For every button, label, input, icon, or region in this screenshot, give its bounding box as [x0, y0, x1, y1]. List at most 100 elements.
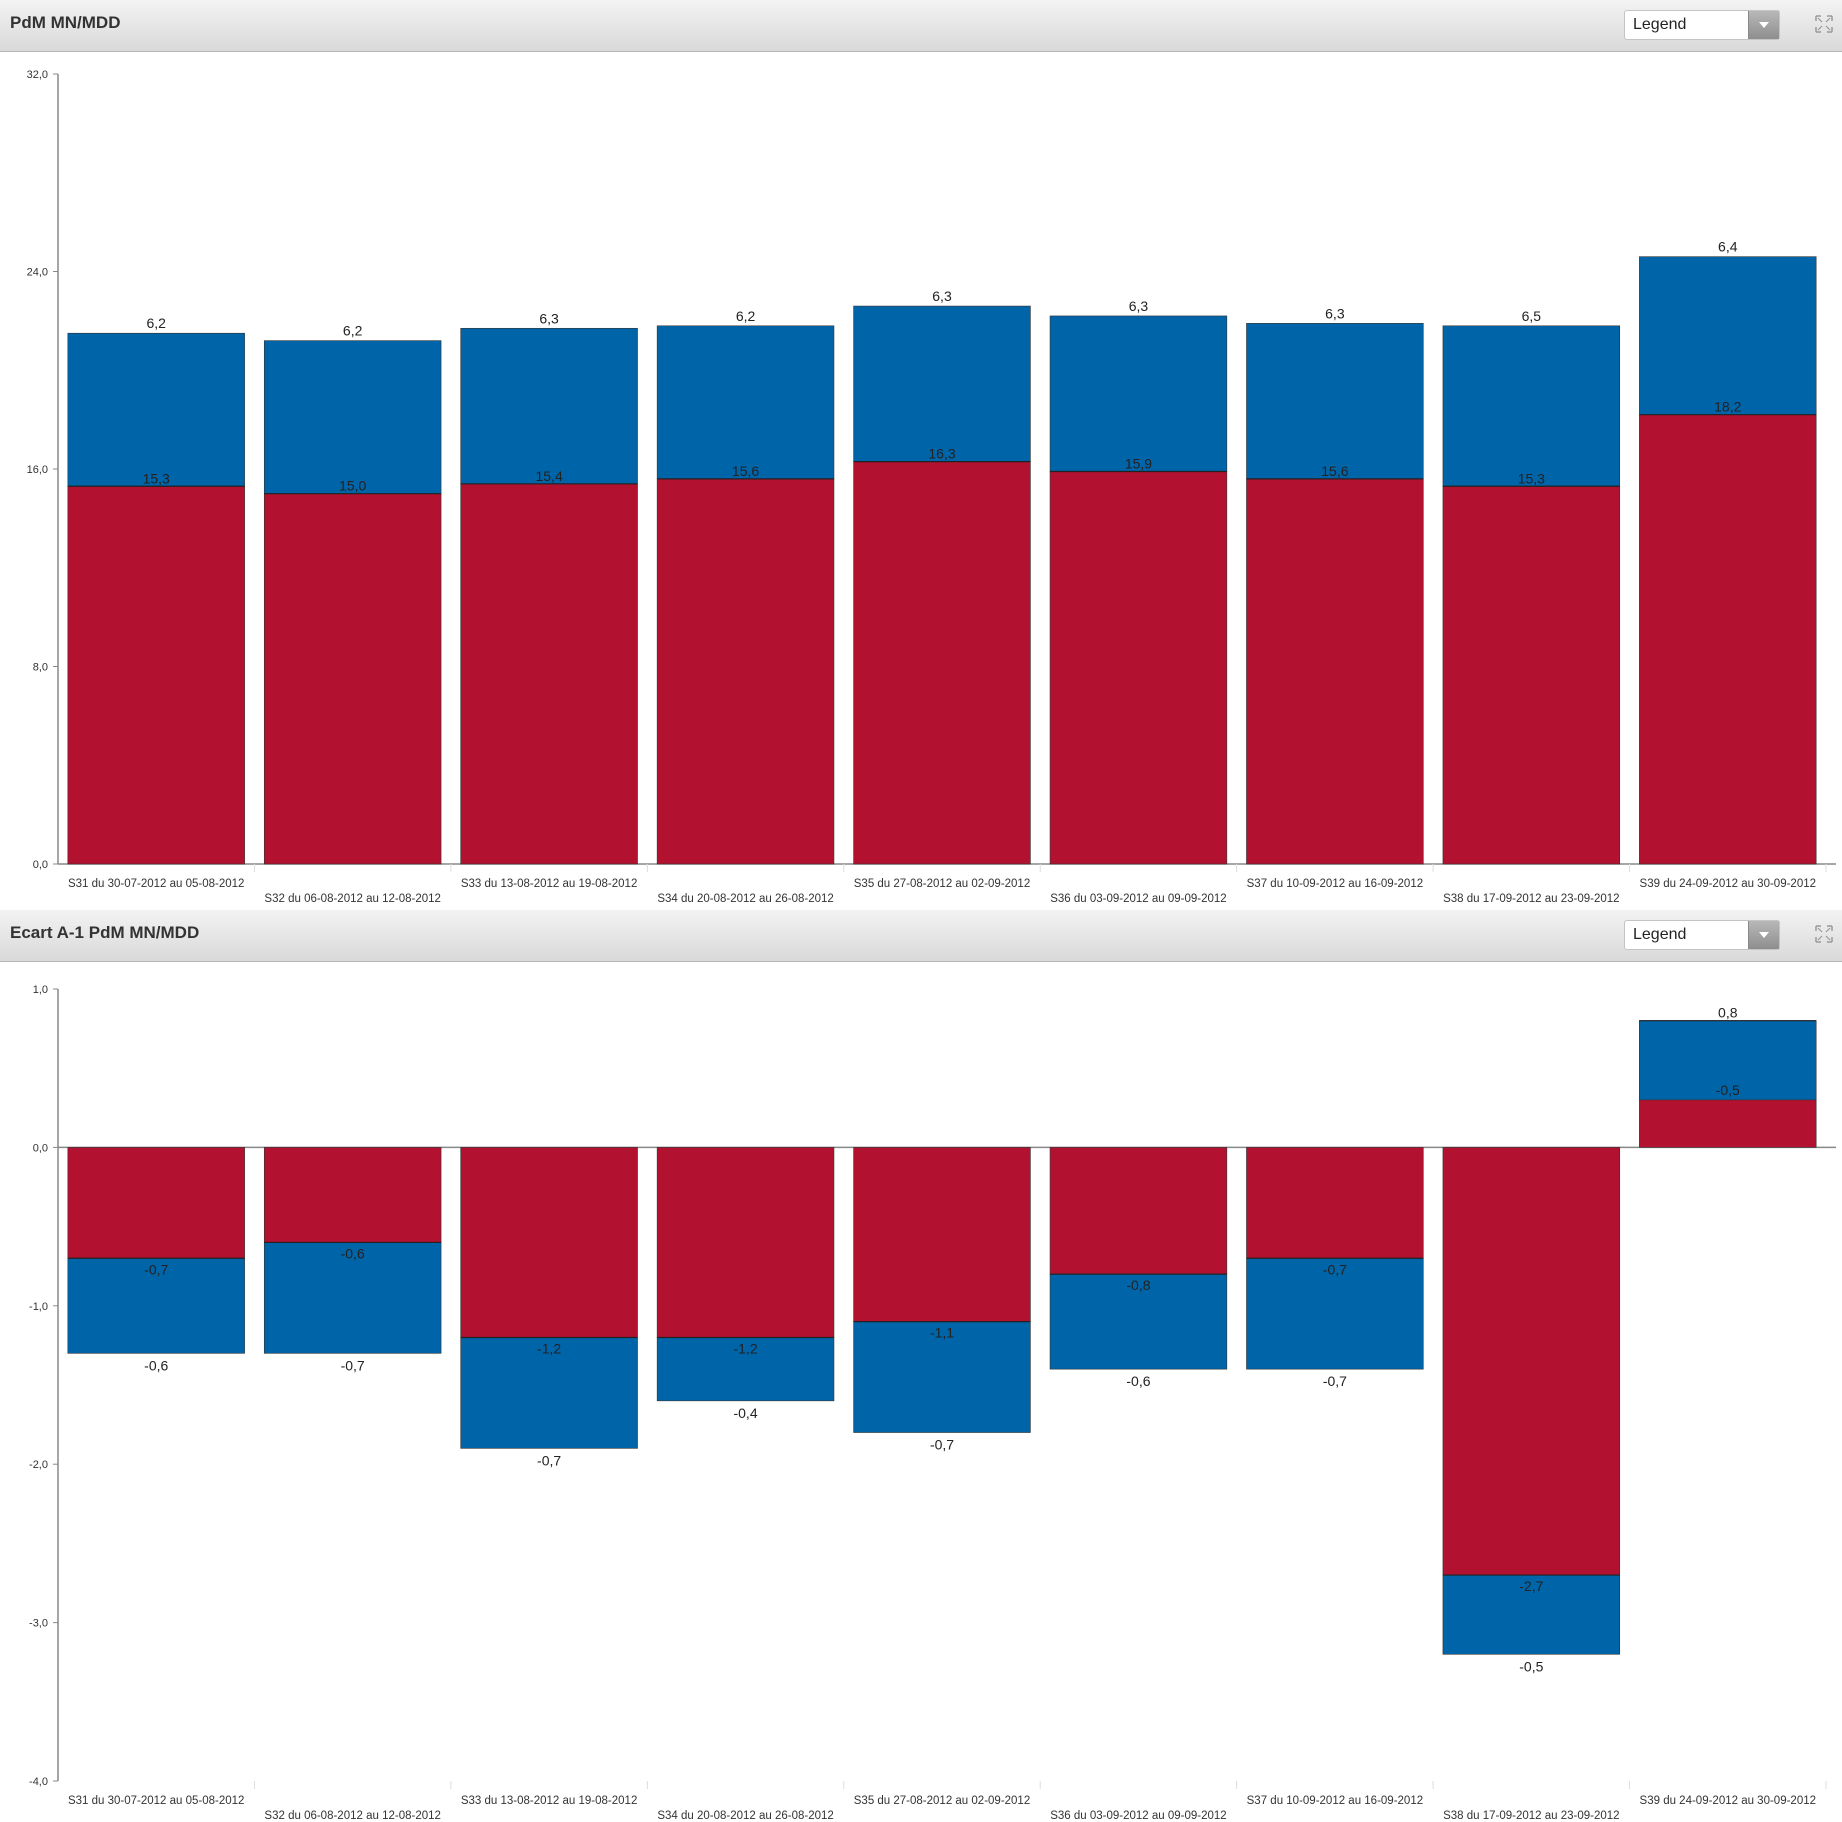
bar-segment-mn [460, 1147, 638, 1338]
data-label: -1,1 [930, 1325, 954, 1341]
data-label: -0,8 [1126, 1277, 1150, 1293]
bar-segment-mn [1049, 1147, 1228, 1275]
chart-panel-ecart: Ecart A-1 PdM MN/MDD Legend -4,0 -3,0 -2,0… [0, 910, 1842, 1822]
bar-segment-mn [853, 461, 1031, 865]
bar-segment-mdd [1049, 315, 1228, 472]
bar-segment-mdd [853, 305, 1031, 462]
chevron-down-icon[interactable] [1748, 921, 1779, 949]
data-label: -0,6 [144, 1357, 168, 1373]
legend-dropdown-label: Legend [1633, 16, 1687, 33]
x-tick-label: S36 du 03-09-2012 au 09-09-2012 [1050, 1810, 1226, 1822]
bar-segment-mn [1049, 471, 1228, 865]
data-label: -1,2 [733, 1340, 757, 1356]
maximize-icon[interactable] [1814, 14, 1834, 34]
bar-segment-mdd [656, 325, 835, 480]
bar-segment-mdd [1442, 325, 1621, 487]
bar-segment-mdd [460, 1337, 638, 1449]
stacked-bar-chart: 0,0 8,0 16,0 24,0 32,0 15,3 6,2 S31 du 30-07-20… [27, 69, 1836, 905]
bar-segment-mdd [1049, 1273, 1228, 1370]
data-label: 0,8 [1718, 1005, 1738, 1021]
y-tick-label: -2,0 [29, 1459, 48, 1471]
data-label: 6,2 [736, 308, 756, 324]
bar-segment-mdd [656, 1337, 835, 1402]
panel-title: PdM MN/MDD [10, 13, 121, 32]
bar-segment-mdd [1442, 1574, 1621, 1655]
x-tick-label: S38 du 17-09-2012 au 23-09-2012 [1443, 1810, 1619, 1822]
bar-segment-mn [460, 483, 638, 865]
panel-title: Ecart A-1 PdM MN/MDD [10, 923, 200, 942]
x-tick-label: S39 du 24-09-2012 au 30-09-2012 [1640, 878, 1816, 890]
data-label: 18,2 [1714, 399, 1741, 415]
data-label: 6,5 [1522, 308, 1542, 324]
chart-panel-pdm: PdM MN/MDD Legend 0,0 8,0 16,0 24,0 32,0 15,3… [0, 0, 1842, 910]
bar-segment-mdd [263, 340, 442, 494]
y-tick-label: 1,0 [33, 984, 48, 996]
bar-segment-mdd [1246, 323, 1424, 480]
x-tick-label: S33 du 13-08-2012 au 19-08-2012 [461, 878, 637, 890]
data-label: -0,6 [1126, 1373, 1150, 1389]
bar-segment-mn [263, 493, 442, 865]
x-tick-label: S38 du 17-09-2012 au 23-09-2012 [1443, 893, 1619, 905]
bar-segment-mdd [67, 1257, 245, 1354]
data-label: 6,3 [1129, 298, 1149, 314]
chevron-down-icon[interactable] [1748, 11, 1779, 39]
legend-dropdown-label: Legend [1633, 926, 1687, 943]
panel-header: Ecart A-1 PdM MN/MDD Legend [0, 910, 1842, 962]
bar-segment-mn [1442, 485, 1621, 865]
bar-segment-mn [656, 478, 835, 865]
bar-segment-mn [1246, 478, 1424, 865]
y-tick-label: 0,0 [33, 1142, 48, 1154]
data-label: 15,0 [339, 478, 366, 494]
data-label: 15,3 [1518, 470, 1545, 486]
data-label: -0,7 [1323, 1373, 1347, 1389]
data-label: 6,2 [343, 323, 363, 339]
data-label: -0,7 [537, 1452, 561, 1468]
y-tick-label: -3,0 [29, 1618, 48, 1630]
bar-segment-mdd [460, 327, 638, 485]
x-tick-label: S33 du 13-08-2012 au 19-08-2012 [461, 1795, 637, 1807]
x-tick-label: S37 du 10-09-2012 au 16-09-2012 [1247, 878, 1423, 890]
bar-segment-mn [1639, 414, 1817, 865]
legend-dropdown[interactable]: Legend [1624, 920, 1780, 950]
x-tick-label: S37 du 10-09-2012 au 16-09-2012 [1247, 1795, 1423, 1807]
data-label: 6,3 [932, 288, 952, 304]
legend-dropdown[interactable]: Legend [1624, 10, 1780, 40]
bar-segment-mdd [67, 332, 245, 487]
x-tick-label: S35 du 27-08-2012 au 02-09-2012 [854, 1795, 1030, 1807]
data-label: 6,4 [1718, 239, 1738, 255]
data-label: 15,3 [143, 470, 170, 486]
data-label: 6,3 [1325, 305, 1345, 321]
y-tick-label: 0,0 [33, 859, 48, 871]
bar-segment-mn [263, 1147, 442, 1243]
bar-segment-mdd [1639, 1020, 1817, 1101]
y-tick-label: 32,0 [27, 69, 48, 81]
bar-segment-mn [67, 485, 245, 865]
data-label: 15,9 [1125, 455, 1152, 471]
y-tick-label: -1,0 [29, 1301, 48, 1313]
data-label: 6,2 [146, 315, 166, 331]
data-label: -0,7 [930, 1437, 954, 1453]
maximize-icon[interactable] [1814, 924, 1834, 944]
x-tick-label: S34 du 20-08-2012 au 26-08-2012 [657, 893, 833, 905]
bar-segment-mn [853, 1147, 1031, 1322]
data-label: -0,7 [341, 1357, 365, 1373]
x-tick-label: S34 du 20-08-2012 au 26-08-2012 [657, 1810, 833, 1822]
data-label: -0,5 [1519, 1658, 1543, 1674]
data-label: -0,6 [341, 1245, 365, 1261]
data-label: 16,3 [928, 446, 955, 462]
x-tick-label: S35 du 27-08-2012 au 02-09-2012 [854, 878, 1030, 890]
x-tick-label: S32 du 06-08-2012 au 12-08-2012 [264, 1810, 440, 1822]
bar-segment-mdd [1639, 256, 1817, 415]
data-label: 6,3 [539, 310, 559, 326]
data-label: 15,6 [732, 463, 759, 479]
bar-segment-mdd [853, 1321, 1031, 1433]
y-tick-label: 24,0 [27, 267, 48, 279]
x-tick-label: S32 du 06-08-2012 au 12-08-2012 [264, 893, 440, 905]
data-label: -0,7 [144, 1261, 168, 1277]
data-label: -0,4 [733, 1405, 757, 1421]
data-label: 15,4 [535, 468, 562, 484]
data-label: -2,7 [1519, 1578, 1543, 1594]
bar-segment-mn [656, 1147, 835, 1338]
panel-header: PdM MN/MDD Legend [0, 0, 1842, 52]
y-tick-label: 16,0 [27, 464, 48, 476]
